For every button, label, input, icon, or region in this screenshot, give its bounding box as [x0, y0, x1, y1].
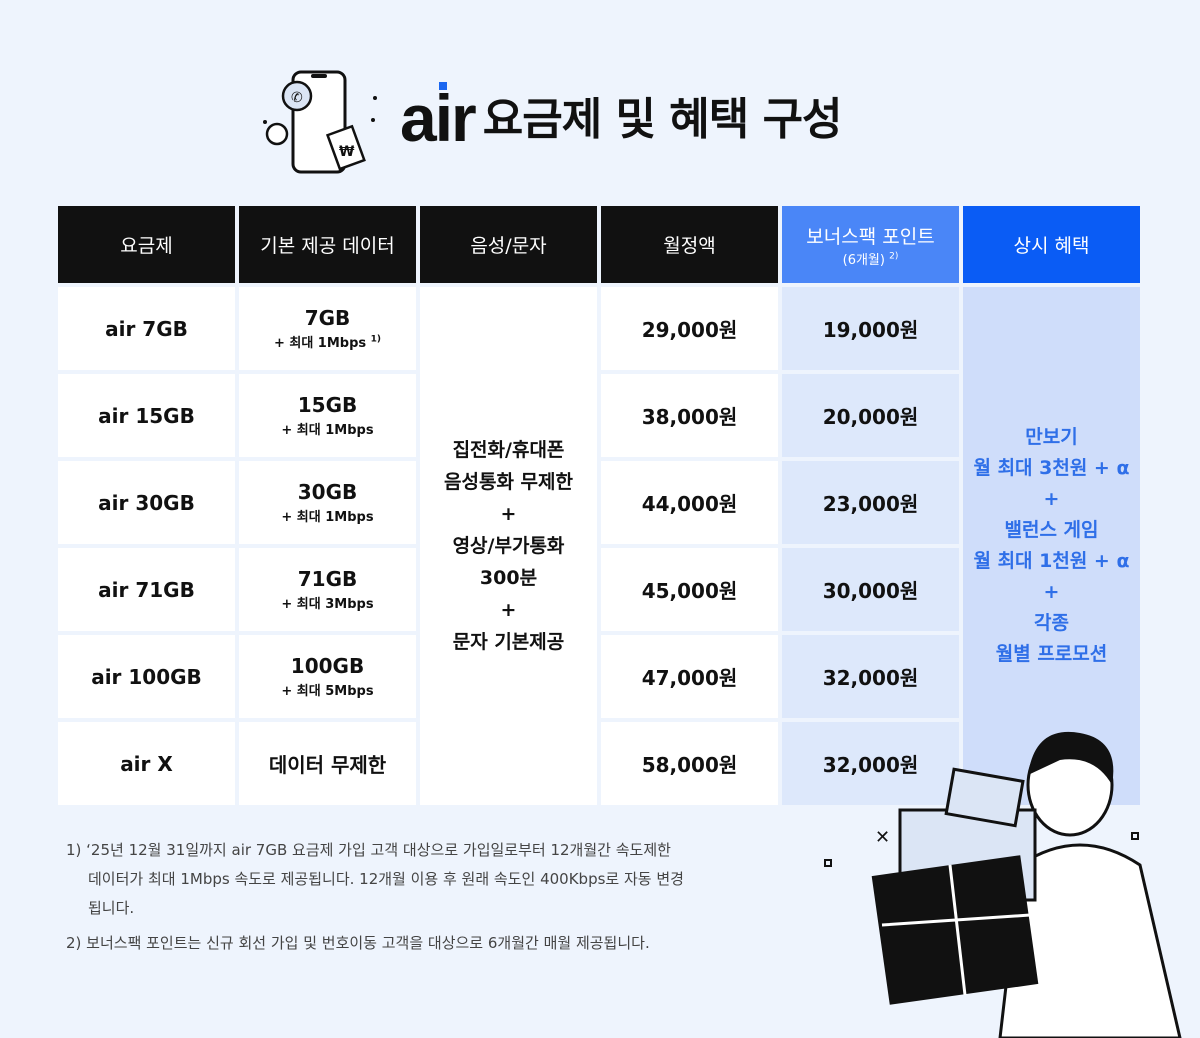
price-value: 45,000원	[641, 579, 738, 603]
plan-price: 45,000원	[601, 548, 778, 631]
data-amount: 15GB	[297, 393, 358, 417]
plan-name: air 100GB	[58, 635, 235, 718]
plan-price: 29,000원	[601, 287, 778, 370]
plan-label: air X	[120, 751, 173, 776]
plan-bonus: 23,000원	[782, 461, 959, 544]
benefit-line: 월별 프로모션	[995, 643, 1108, 665]
bonus-header-label: 보너스팩 포인트	[806, 225, 935, 248]
benefit-line: 각종	[1034, 612, 1069, 634]
voice-line: 음성통화 무제한	[444, 471, 573, 493]
plan-bonus: 30,000원	[782, 548, 959, 631]
header-price: 월정액	[601, 206, 778, 283]
price-value: 44,000원	[641, 492, 738, 516]
data-amount: 7GB	[304, 306, 351, 330]
plan-table: 요금제 기본 제공 데이터 음성/문자 월정액 보너스팩 포인트 (6개월) 2…	[58, 206, 1140, 805]
data-speed: + 최대 3Mbps	[281, 597, 374, 612]
data-speed: + 최대 5Mbps	[281, 684, 374, 699]
benefit-line: +	[1043, 488, 1060, 510]
header-bonus: 보너스팩 포인트 (6개월) 2)	[782, 206, 959, 283]
benefit-line: 만보기	[1025, 426, 1078, 448]
plan-data: 15GB + 최대 1Mbps	[239, 374, 416, 457]
plan-price: 58,000원	[601, 722, 778, 805]
data-amount: 100GB	[290, 654, 365, 678]
plan-data: 71GB + 최대 3Mbps	[239, 548, 416, 631]
plan-data: 7GB + 최대 1Mbps 1)	[239, 287, 416, 370]
voice-line: 집전화/휴대폰	[452, 439, 565, 461]
bonus-note-ref: 2)	[889, 251, 899, 262]
footnote-2: 2) 보너스팩 포인트는 신규 회선 가입 및 번호이동 고객을 대상으로 6개…	[66, 934, 650, 952]
plan-data: 데이터 무제한	[239, 722, 416, 805]
plan-bonus: 32,000원	[782, 635, 959, 718]
plan-label: air 30GB	[98, 490, 195, 515]
bonus-header-sub: (6개월)	[842, 252, 885, 268]
benefit-line: 월 최대 3천원 + α	[973, 457, 1130, 479]
data-speed: + 최대 1Mbps	[273, 336, 367, 351]
svg-text:₩: ₩	[339, 144, 355, 160]
data-speed: + 최대 1Mbps	[281, 423, 374, 438]
note-ref: 1)	[370, 334, 382, 345]
bonus-value: 20,000원	[822, 405, 919, 429]
title-text: 요금제 및 혜택 구성	[482, 94, 843, 145]
plan-price: 38,000원	[601, 374, 778, 457]
plan-name: air 30GB	[58, 461, 235, 544]
air-logo: air	[400, 81, 477, 155]
bonus-value: 19,000원	[822, 318, 919, 342]
price-value: 47,000원	[641, 666, 738, 690]
plan-data: 100GB + 최대 5Mbps	[239, 635, 416, 718]
plan-label: air 15GB	[98, 403, 195, 428]
voice-line: +	[500, 599, 517, 621]
bonus-value: 32,000원	[822, 753, 919, 777]
plan-data: 30GB + 최대 1Mbps	[239, 461, 416, 544]
data-amount: 30GB	[297, 480, 358, 504]
page-title: air 요금제 및 혜택 구성	[400, 81, 843, 155]
plan-name: air 7GB	[58, 287, 235, 370]
phone-illustration: ✆ ₩	[263, 70, 377, 174]
plan-name: air 15GB	[58, 374, 235, 457]
plan-price: 47,000원	[601, 635, 778, 718]
header-plan: 요금제	[58, 206, 235, 283]
data-amount: 데이터 무제한	[268, 753, 387, 777]
bonus-value: 30,000원	[822, 579, 919, 603]
plan-label: air 7GB	[105, 316, 188, 341]
header-benefit: 상시 혜택	[963, 206, 1140, 283]
svg-text:✆: ✆	[291, 90, 303, 106]
plan-label: air 71GB	[98, 577, 195, 602]
bonus-value: 32,000원	[822, 666, 919, 690]
benefit-line: 밸런스 게임	[1004, 519, 1099, 541]
voice-line: 300분	[479, 567, 538, 589]
svg-text:✕: ✕	[875, 827, 890, 848]
bonus-value: 23,000원	[822, 492, 919, 516]
plan-bonus: 19,000원	[782, 287, 959, 370]
plan-price: 44,000원	[601, 461, 778, 544]
footnotes: 1) ‘25년 12월 31일까지 air 7GB 요금제 가입 고객 대상으로…	[66, 836, 686, 958]
voice-line: 영상/부가통화	[452, 535, 565, 557]
header-data: 기본 제공 데이터	[239, 206, 416, 283]
data-amount: 71GB	[297, 567, 358, 591]
voice-line: 문자 기본제공	[452, 631, 565, 653]
voice-line: +	[500, 503, 517, 525]
plan-bonus: 32,000원	[782, 722, 959, 805]
plan-bonus: 20,000원	[782, 374, 959, 457]
price-value: 38,000원	[641, 405, 738, 429]
benefit-line: 월 최대 1천원 + α	[973, 550, 1130, 572]
footnote-1: 1) ‘25년 12월 31일까지 air 7GB 요금제 가입 고객 대상으로…	[66, 841, 684, 917]
plan-name: air X	[58, 722, 235, 805]
plan-name: air 71GB	[58, 548, 235, 631]
person-with-gifts-illustration: ✕	[824, 731, 1182, 1038]
plan-label: air 100GB	[91, 664, 202, 689]
header-voice: 음성/문자	[420, 206, 597, 283]
price-value: 29,000원	[641, 318, 738, 342]
benefit-line: +	[1043, 581, 1060, 603]
price-value: 58,000원	[641, 753, 738, 777]
data-speed: + 최대 1Mbps	[281, 510, 374, 525]
